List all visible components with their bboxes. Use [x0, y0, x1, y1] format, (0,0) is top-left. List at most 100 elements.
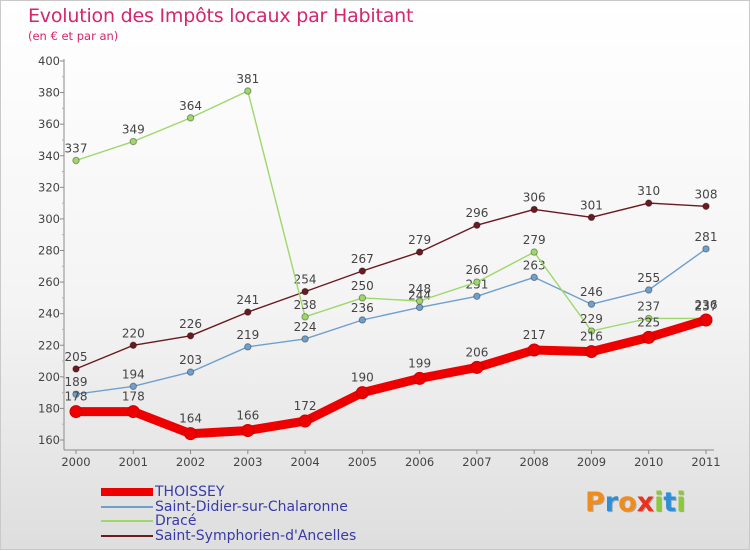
data-point-saint-symphorien-d-ancelles: [359, 268, 365, 274]
data-label-thoissey: 236: [695, 298, 718, 312]
data-point-thoissey: [471, 361, 483, 373]
x-tick-label: 2010: [634, 455, 663, 469]
data-point-saint-symphorien-d-ancelles: [588, 214, 594, 220]
data-point-thoissey: [299, 415, 311, 427]
data-label-saint-didier-sur-chalaronne: 281: [695, 230, 718, 244]
x-tick-label: 2000: [61, 455, 90, 469]
data-point-drace: [302, 314, 308, 320]
y-tick-label: 220: [38, 338, 60, 352]
x-tick-label: 2002: [176, 455, 205, 469]
data-point-drace: [245, 88, 251, 94]
data-point-drace: [73, 157, 79, 163]
data-point-saint-didier-sur-chalaronne: [531, 274, 537, 280]
brand-letter: x: [637, 487, 654, 518]
chart-frame: 160 180 200 220 240 260 280 300 320 340 360 380 400 2…: [0, 0, 750, 550]
y-tick-label: 200: [38, 370, 60, 384]
brand-letter: i: [676, 487, 685, 518]
data-point-saint-didier-sur-chalaronne: [588, 301, 594, 307]
y-tick-label: 280: [38, 244, 60, 258]
data-point-saint-didier-sur-chalaronne: [359, 317, 365, 323]
data-label-saint-didier-sur-chalaronne: 263: [523, 258, 546, 272]
brand-letter: i: [654, 487, 663, 518]
brand-letter: o: [618, 487, 637, 518]
data-point-saint-symphorien-d-ancelles: [130, 342, 136, 348]
data-label-drace: 381: [236, 72, 259, 86]
data-label-saint-symphorien-d-ancelles: 301: [580, 198, 603, 212]
x-tick-label: 2005: [348, 455, 377, 469]
line-chart: 1601802002202402602803003203403603804002…: [1, 1, 750, 551]
data-label-thoissey: 199: [408, 356, 431, 370]
legend-label: Saint-Didier-sur-Chalaronne: [155, 500, 348, 515]
data-point-saint-didier-sur-chalaronne: [187, 369, 193, 375]
data-label-drace: 229: [580, 312, 603, 326]
data-label-thoissey: 166: [236, 409, 259, 423]
data-label-drace: 337: [65, 141, 88, 155]
data-label-thoissey: 216: [580, 330, 603, 344]
series-line-drace: [76, 91, 706, 331]
data-label-saint-didier-sur-chalaronne: 246: [580, 285, 603, 299]
data-label-saint-didier-sur-chalaronne: 219: [236, 328, 259, 342]
data-point-saint-symphorien-d-ancelles: [703, 203, 709, 209]
data-point-thoissey: [528, 344, 540, 356]
data-label-saint-symphorien-d-ancelles: 306: [523, 190, 546, 204]
legend-swatch: [101, 506, 153, 508]
data-label-saint-symphorien-d-ancelles: 226: [179, 317, 202, 331]
data-label-thoissey: 225: [637, 315, 660, 329]
data-point-saint-didier-sur-chalaronne: [130, 383, 136, 389]
data-label-saint-didier-sur-chalaronne: 189: [65, 375, 88, 389]
series-line-saint-didier-sur-chalaronne: [76, 249, 706, 394]
data-point-saint-didier-sur-chalaronne: [245, 344, 251, 350]
data-point-saint-symphorien-d-ancelles: [474, 222, 480, 228]
legend-label: Saint-Symphorien-d'Ancelles: [155, 529, 356, 544]
y-tick-label: 300: [38, 212, 60, 226]
data-label-drace: 349: [122, 123, 145, 137]
legend-swatch: [101, 520, 153, 522]
data-point-saint-symphorien-d-ancelles: [245, 309, 251, 315]
data-label-drace: 364: [179, 99, 202, 113]
data-label-drace: 238: [294, 298, 317, 312]
data-label-thoissey: 172: [294, 399, 317, 413]
data-label-saint-symphorien-d-ancelles: 205: [65, 350, 88, 364]
data-point-drace: [416, 298, 422, 304]
data-point-thoissey: [70, 406, 82, 418]
x-tick-label: 2009: [577, 455, 606, 469]
data-label-drace: 260: [465, 263, 488, 277]
data-label-saint-symphorien-d-ancelles: 296: [465, 206, 488, 220]
data-label-saint-symphorien-d-ancelles: 267: [351, 252, 374, 266]
data-label-saint-didier-sur-chalaronne: 236: [351, 301, 374, 315]
x-tick-label: 2007: [462, 455, 491, 469]
data-label-drace: 250: [351, 279, 374, 293]
data-label-saint-didier-sur-chalaronne: 255: [637, 271, 660, 285]
data-point-saint-symphorien-d-ancelles: [73, 366, 79, 372]
data-point-thoissey: [585, 346, 597, 358]
data-label-saint-symphorien-d-ancelles: 279: [408, 233, 431, 247]
data-label-drace: 279: [523, 233, 546, 247]
data-label-drace: 248: [408, 282, 431, 296]
data-point-saint-symphorien-d-ancelles: [302, 288, 308, 294]
legend-swatch: [101, 488, 153, 496]
y-tick-label: 400: [38, 54, 60, 68]
data-point-saint-symphorien-d-ancelles: [531, 206, 537, 212]
x-tick-label: 2003: [233, 455, 262, 469]
data-label-saint-didier-sur-chalaronne: 224: [294, 320, 317, 334]
data-label-thoissey: 190: [351, 371, 374, 385]
legend-swatch: [101, 535, 153, 537]
x-tick-label: 2008: [520, 455, 549, 469]
x-tick-label: 2004: [290, 455, 319, 469]
y-tick-label: 180: [38, 401, 60, 415]
data-point-thoissey: [414, 372, 426, 384]
data-point-saint-symphorien-d-ancelles: [646, 200, 652, 206]
data-label-saint-symphorien-d-ancelles: 310: [637, 184, 660, 198]
brand-letter: t: [663, 487, 676, 518]
brand-logo: Proxiti: [585, 487, 686, 518]
data-label-drace: 237: [637, 299, 660, 313]
data-label-saint-symphorien-d-ancelles: 220: [122, 326, 145, 340]
data-point-thoissey: [700, 314, 712, 326]
x-tick-label: 2011: [691, 455, 720, 469]
y-tick-label: 260: [38, 275, 60, 289]
data-point-saint-didier-sur-chalaronne: [302, 336, 308, 342]
chart-title: Evolution des Impôts locaux par Habitant: [28, 5, 413, 27]
data-label-saint-didier-sur-chalaronne: 194: [122, 367, 145, 381]
data-point-thoissey: [643, 331, 655, 343]
data-label-saint-didier-sur-chalaronne: 203: [179, 353, 202, 367]
